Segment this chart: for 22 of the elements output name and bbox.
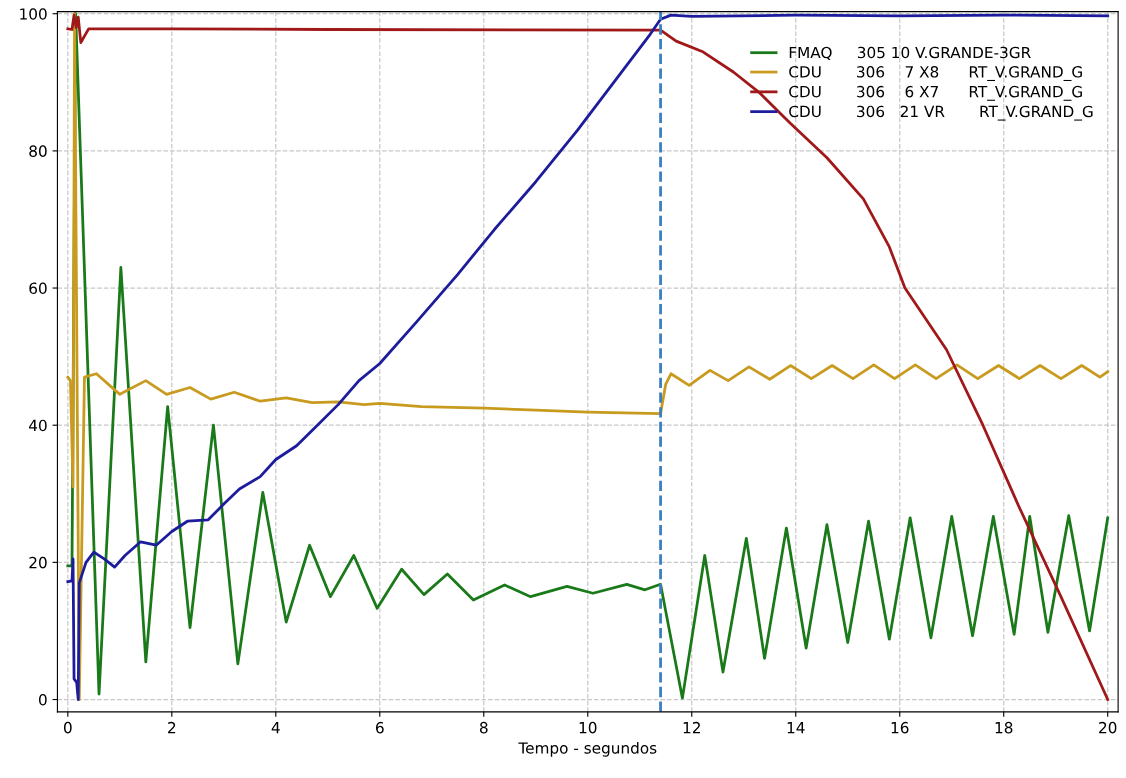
y-tick-label: 80 (29, 145, 47, 157)
x-tick-label: 12 (683, 721, 700, 734)
x-axis-title: Tempo - segundos (518, 741, 657, 757)
x-tick-label: 18 (995, 721, 1013, 734)
x-tick-label: 0 (63, 721, 72, 734)
y-tick-label: 40 (29, 419, 47, 432)
y-tick-label: 60 (29, 282, 47, 295)
x-tick-label: 20 (1099, 721, 1117, 734)
legend-label: CDU 306 6 X7 RT_V.GRAND_G (789, 85, 1082, 101)
y-tick-label: 100 (20, 8, 47, 20)
x-tick-label: 4 (271, 722, 280, 734)
x-tick-label: 8 (479, 721, 488, 734)
x-tick-label: 2 (168, 721, 176, 734)
y-tick-label: 20 (29, 556, 47, 569)
legend-label: CDU 306 21 VR RT_V.GRAND_G (789, 105, 1093, 121)
y-tick-label: 0 (38, 693, 47, 706)
x-tick-label: 6 (376, 721, 384, 734)
x-tick-label: 16 (891, 721, 909, 734)
x-tick-label: 10 (579, 721, 597, 734)
x-tick-label: 14 (787, 722, 805, 734)
legend-label: CDU 306 7 X8 RT_V.GRAND_G (789, 66, 1082, 82)
legend-label: FMAQ 305 10 V.GRANDE-3GR (789, 46, 1031, 60)
